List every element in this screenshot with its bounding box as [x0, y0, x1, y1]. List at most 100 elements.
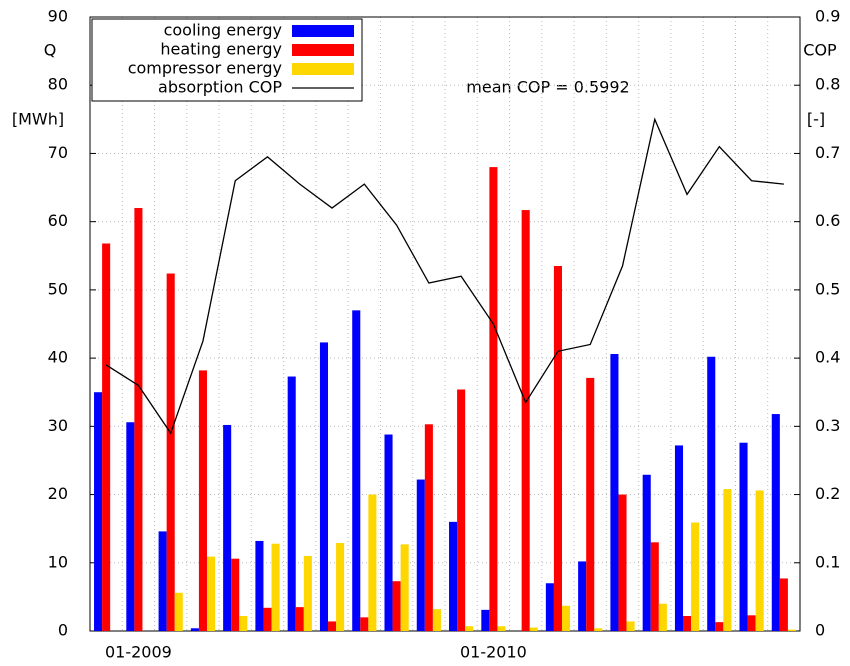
bar	[158, 531, 167, 631]
bar	[650, 542, 659, 631]
bar	[287, 376, 296, 631]
bar	[658, 603, 667, 631]
bar	[416, 479, 425, 631]
bar	[465, 626, 474, 631]
y-tick-label: 40	[48, 348, 68, 367]
bar	[223, 424, 232, 631]
bar	[368, 494, 377, 631]
y-label: Q	[44, 41, 57, 60]
y-tick-label: 20	[48, 484, 68, 503]
bar	[198, 370, 207, 631]
bar	[126, 422, 135, 631]
bar	[586, 377, 595, 631]
bar	[457, 389, 466, 631]
y2-tick-label: 0.9	[815, 7, 840, 26]
bar	[392, 581, 401, 631]
legend-label: heating energy	[160, 40, 282, 59]
bar	[747, 615, 756, 631]
bar	[497, 626, 506, 631]
plot-frame	[89, 16, 801, 632]
bar	[303, 555, 312, 631]
bar	[521, 210, 530, 631]
y-unit: [MWh]	[12, 110, 64, 129]
bar	[771, 414, 780, 631]
x-tick-label: 01-2009	[105, 643, 172, 662]
bar	[190, 628, 199, 631]
legend-swatch	[292, 63, 354, 75]
bar	[384, 434, 393, 631]
y-tick-label: 80	[48, 75, 68, 94]
bar	[328, 621, 337, 631]
bar	[319, 342, 329, 631]
bar	[400, 544, 409, 631]
bar	[424, 424, 433, 631]
bar	[295, 607, 304, 631]
bar	[336, 542, 345, 631]
x-tick-label: 01-2010	[460, 643, 527, 662]
y2-label: COP	[803, 41, 837, 60]
y2-tick-label: 0.1	[815, 552, 840, 571]
bar	[691, 522, 700, 631]
bar	[449, 521, 458, 631]
y2-tick-label: 0.8	[815, 75, 840, 94]
bar	[723, 489, 732, 631]
bar	[626, 621, 635, 631]
legend-swatch	[292, 44, 354, 56]
bar	[489, 167, 498, 632]
bar	[545, 583, 554, 631]
bar	[642, 474, 651, 631]
bar	[360, 617, 369, 631]
y-tick-label: 30	[48, 416, 68, 435]
bar	[255, 540, 264, 631]
y-tick-label: 50	[48, 279, 68, 298]
y2-tick-label: 0.5	[815, 279, 840, 298]
bar	[206, 556, 216, 631]
y-tick-label: 90	[48, 7, 68, 26]
bar	[481, 609, 490, 631]
line	[105, 117, 784, 435]
y-tick-label: 70	[48, 143, 68, 162]
bar	[674, 445, 684, 631]
bar	[561, 605, 571, 631]
bar	[610, 354, 619, 631]
bar	[578, 561, 587, 631]
bar	[553, 266, 562, 631]
y2-tick-label: 0	[815, 621, 825, 640]
bar	[166, 273, 175, 631]
bar	[715, 622, 724, 631]
bar	[231, 558, 240, 631]
bar	[787, 629, 796, 631]
bar	[271, 543, 280, 631]
bar	[755, 490, 764, 631]
legend-label: cooling energy	[164, 21, 282, 40]
y2-tick-label: 0.7	[815, 143, 840, 162]
bar	[239, 615, 248, 631]
legend-swatch	[292, 25, 354, 37]
bar	[263, 607, 272, 631]
legend-label: absorption COP	[158, 78, 282, 97]
y2-tick-label: 0.2	[815, 484, 840, 503]
y2-tick-label: 0.3	[815, 416, 840, 435]
bar	[102, 243, 111, 631]
y2-tick-label: 0.6	[815, 211, 840, 230]
annotation: mean COP = 0.5992	[466, 78, 629, 97]
bar	[352, 310, 361, 631]
y-tick-label: 10	[48, 552, 68, 571]
bar	[707, 356, 716, 631]
bar	[529, 627, 538, 631]
y2-tick-label: 0.4	[815, 348, 840, 367]
bar	[618, 494, 627, 631]
bar	[683, 615, 692, 631]
y-tick-label: 0	[58, 621, 68, 640]
bar	[94, 392, 103, 631]
bar	[134, 208, 143, 631]
bar	[739, 442, 748, 631]
y-tick-label: 60	[48, 211, 68, 230]
bar	[594, 628, 603, 631]
bar	[174, 592, 183, 631]
legend-label: compressor energy	[128, 59, 282, 78]
bar	[432, 609, 441, 631]
y2-unit: [-]	[807, 110, 825, 129]
